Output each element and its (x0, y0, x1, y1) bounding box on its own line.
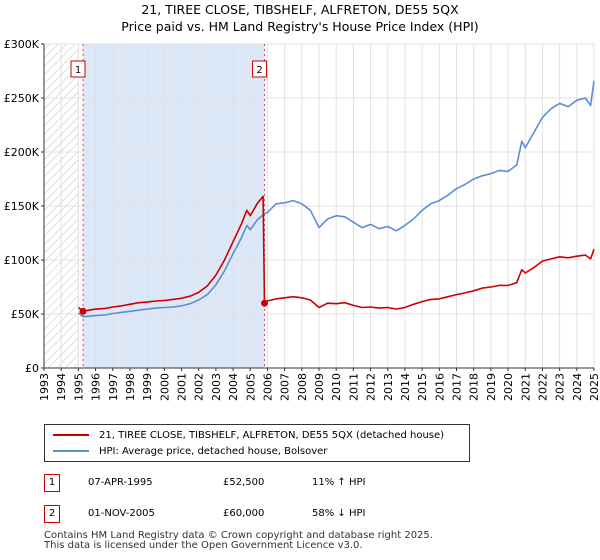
legend-label-hpi: HPI: Average price, detached house, Bols… (99, 445, 328, 457)
event-marker: 1 (44, 474, 60, 492)
x-tick-label: 2017 (451, 373, 464, 401)
y-tick-label: £50K (11, 308, 40, 321)
legend-swatch-red (53, 434, 89, 436)
x-tick-label: 2021 (519, 373, 532, 401)
legend-swatch-blue (53, 450, 89, 452)
footer: Contains HM Land Registry data © Crown c… (44, 531, 433, 551)
x-tick-label: 2002 (193, 373, 206, 401)
event-hpi-diff: 11% ↑ HPI (312, 477, 366, 488)
x-tick-label: 2024 (571, 373, 584, 401)
x-tick-label: 1994 (55, 373, 68, 401)
x-tick-label: 2010 (330, 373, 343, 401)
x-tick-label: 1995 (72, 373, 85, 401)
event-hpi-diff: 58% ↓ HPI (312, 508, 366, 519)
annotation-label: 2 (256, 65, 262, 76)
sale-point (261, 299, 269, 307)
x-tick-label: 1996 (90, 373, 103, 401)
event-marker: 2 (44, 505, 60, 523)
annotation-label: 1 (75, 65, 81, 76)
x-tick-label: 2007 (279, 373, 292, 401)
annotation-box (252, 60, 268, 78)
price-chart: 1 2 £0 £50K £100K £150K £200K £250K £300K 1993 19… (4, 38, 600, 401)
event-price: £60,000 (223, 508, 265, 519)
x-tick-label: 2015 (416, 373, 429, 401)
x-tick-label: 1997 (107, 373, 120, 401)
x-tick-label: 2004 (227, 373, 240, 401)
footer-copyright: Contains HM Land Registry data © Crown c… (44, 530, 433, 541)
x-tick-label: 2020 (502, 373, 515, 401)
legend-item-property: 21, TIREE CLOSE, TIBSHELF, ALFRETON, DE5… (53, 428, 444, 442)
x-tick-label: 2025 (588, 373, 600, 401)
x-tick-label: 1998 (124, 373, 137, 401)
chart-title: 21, TIREE CLOSE, TIBSHELF, ALFRETON, DE5… (141, 2, 459, 17)
sale-point (79, 307, 87, 315)
hpi-line (77, 80, 595, 318)
x-tick-label: 2016 (433, 373, 446, 401)
legend-item-hpi: HPI: Average price, detached house, Bols… (53, 444, 327, 458)
x-tick-label: 2023 (554, 373, 567, 401)
footer-licence: This data is licensed under the Open Gov… (44, 540, 363, 551)
x-tick-label: 2006 (261, 373, 274, 401)
event-price: £52,500 (223, 477, 265, 488)
y-tick-label: £100K (4, 254, 40, 267)
y-tick-label: £300K (4, 38, 40, 51)
legend-label-property: 21, TIREE CLOSE, TIBSHELF, ALFRETON, DE5… (99, 429, 445, 441)
x-tick-label: 2014 (399, 373, 412, 401)
x-tick-label: 1993 (38, 373, 51, 401)
x-tick-label: 2009 (313, 373, 326, 401)
x-tick-label: 2019 (485, 373, 498, 401)
x-tick-label: 2003 (210, 373, 223, 401)
x-tick-label: 2000 (158, 373, 171, 401)
event-date: 01-NOV-2005 (88, 508, 155, 519)
x-tick-label: 2001 (176, 373, 189, 401)
x-tick-label: 1999 (141, 373, 154, 401)
x-tick-label: 2013 (382, 373, 395, 401)
x-tick-label: 2011 (347, 373, 360, 401)
property-price-line (77, 195, 595, 313)
event-date: 07-APR-1995 (88, 477, 153, 488)
x-tick-label: 2008 (296, 373, 309, 401)
annotation-box (70, 60, 86, 78)
x-tick-label: 2022 (536, 373, 549, 401)
chart-subtitle: Price paid vs. HM Land Registry's House … (121, 19, 479, 34)
legend: 21, TIREE CLOSE, TIBSHELF, ALFRETON, DE5… (44, 424, 470, 462)
x-tick-label: 2005 (244, 373, 257, 401)
x-tick-label: 2012 (365, 373, 378, 401)
y-tick-label: £250K (4, 92, 40, 105)
y-tick-label: £0 (25, 362, 39, 375)
x-tick-label: 2018 (468, 373, 481, 401)
y-tick-label: £150K (4, 200, 40, 213)
y-tick-label: £200K (4, 146, 40, 159)
